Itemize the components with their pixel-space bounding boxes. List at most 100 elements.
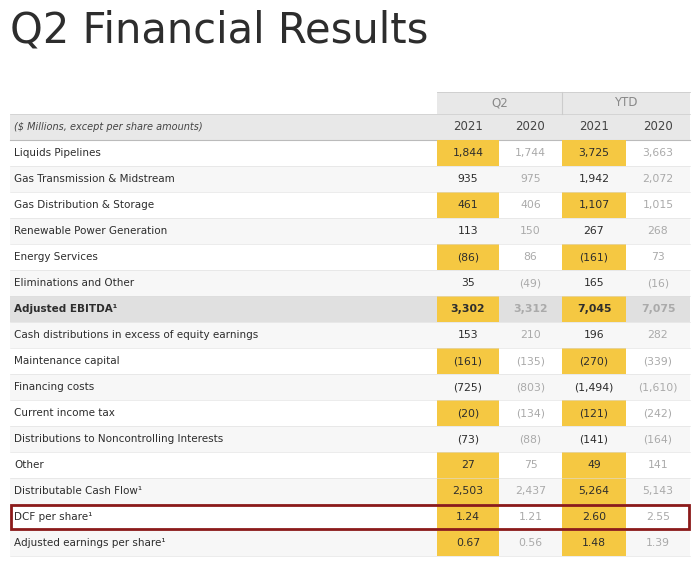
Text: (135): (135) bbox=[516, 356, 545, 366]
Bar bbox=[562, 244, 626, 270]
Bar bbox=[10, 348, 690, 374]
Bar bbox=[10, 218, 690, 244]
Text: (88): (88) bbox=[519, 434, 542, 444]
Text: (16): (16) bbox=[647, 278, 669, 288]
Text: Liquids Pipelines: Liquids Pipelines bbox=[14, 148, 101, 158]
Text: 2021: 2021 bbox=[579, 121, 609, 134]
Bar bbox=[437, 244, 499, 270]
Text: (161): (161) bbox=[580, 252, 608, 262]
Text: 1.48: 1.48 bbox=[582, 538, 606, 548]
Text: 975: 975 bbox=[520, 174, 541, 184]
Bar bbox=[437, 296, 499, 322]
Bar bbox=[562, 400, 626, 426]
Text: Energy Services: Energy Services bbox=[14, 252, 98, 262]
Bar bbox=[10, 530, 690, 556]
Text: 935: 935 bbox=[458, 174, 478, 184]
Text: 210: 210 bbox=[520, 330, 541, 340]
Bar bbox=[437, 92, 690, 114]
Text: DCF per share¹: DCF per share¹ bbox=[14, 512, 92, 522]
Text: Renewable Power Generation: Renewable Power Generation bbox=[14, 226, 167, 236]
Text: 150: 150 bbox=[520, 226, 541, 236]
Text: 2020: 2020 bbox=[643, 121, 673, 134]
Text: (339): (339) bbox=[643, 356, 673, 366]
Bar bbox=[10, 244, 690, 270]
Text: YTD: YTD bbox=[615, 96, 638, 109]
Bar bbox=[437, 348, 499, 374]
Text: 461: 461 bbox=[458, 200, 478, 210]
Text: Maintenance capital: Maintenance capital bbox=[14, 356, 120, 366]
Text: Gas Distribution & Storage: Gas Distribution & Storage bbox=[14, 200, 154, 210]
Text: 73: 73 bbox=[651, 252, 665, 262]
Text: 1.24: 1.24 bbox=[456, 512, 480, 522]
Bar bbox=[437, 452, 499, 478]
Text: Adjusted earnings per share¹: Adjusted earnings per share¹ bbox=[14, 538, 166, 548]
Text: 267: 267 bbox=[584, 226, 604, 236]
Text: (73): (73) bbox=[457, 434, 479, 444]
Text: 0.56: 0.56 bbox=[519, 538, 543, 548]
Text: 2.60: 2.60 bbox=[582, 512, 606, 522]
Bar bbox=[10, 166, 690, 192]
Bar bbox=[437, 192, 499, 218]
Text: Distributions to Noncontrolling Interests: Distributions to Noncontrolling Interest… bbox=[14, 434, 223, 444]
Bar bbox=[10, 270, 690, 296]
Text: 141: 141 bbox=[648, 460, 668, 470]
Text: Financing costs: Financing costs bbox=[14, 382, 94, 392]
Text: 7,045: 7,045 bbox=[577, 304, 611, 314]
Text: (803): (803) bbox=[516, 382, 545, 392]
Text: 35: 35 bbox=[461, 278, 475, 288]
Bar bbox=[437, 530, 499, 556]
Text: (134): (134) bbox=[516, 408, 545, 418]
Bar bbox=[562, 452, 626, 478]
Text: (164): (164) bbox=[643, 434, 673, 444]
Bar bbox=[562, 504, 626, 530]
Text: (161): (161) bbox=[454, 356, 482, 366]
Text: 0.67: 0.67 bbox=[456, 538, 480, 548]
Text: 282: 282 bbox=[648, 330, 668, 340]
Text: (20): (20) bbox=[457, 408, 479, 418]
Bar bbox=[10, 374, 690, 400]
Text: 2,503: 2,503 bbox=[452, 486, 484, 496]
Bar bbox=[10, 114, 690, 140]
Bar bbox=[10, 322, 690, 348]
Text: Eliminations and Other: Eliminations and Other bbox=[14, 278, 134, 288]
Bar bbox=[437, 478, 499, 504]
Text: (121): (121) bbox=[580, 408, 608, 418]
Text: 2,437: 2,437 bbox=[515, 486, 546, 496]
Text: 1,942: 1,942 bbox=[578, 174, 610, 184]
Text: Q2: Q2 bbox=[491, 96, 508, 109]
Bar bbox=[437, 504, 499, 530]
Text: Q2 Financial Results: Q2 Financial Results bbox=[10, 10, 428, 52]
Text: Cash distributions in excess of equity earnings: Cash distributions in excess of equity e… bbox=[14, 330, 258, 340]
Text: ($ Millions, except per share amounts): ($ Millions, except per share amounts) bbox=[14, 122, 202, 132]
Text: (1,494): (1,494) bbox=[574, 382, 614, 392]
Text: (86): (86) bbox=[457, 252, 479, 262]
Text: 1,744: 1,744 bbox=[515, 148, 546, 158]
Bar bbox=[562, 530, 626, 556]
Text: Gas Transmission & Midstream: Gas Transmission & Midstream bbox=[14, 174, 175, 184]
Text: 3,302: 3,302 bbox=[451, 304, 485, 314]
Text: 49: 49 bbox=[587, 460, 601, 470]
Text: (141): (141) bbox=[580, 434, 608, 444]
Text: 165: 165 bbox=[584, 278, 604, 288]
Text: (1,610): (1,610) bbox=[638, 382, 678, 392]
Bar bbox=[10, 296, 690, 322]
Text: 3,663: 3,663 bbox=[643, 148, 673, 158]
Text: 1,107: 1,107 bbox=[578, 200, 610, 210]
Text: (242): (242) bbox=[643, 408, 673, 418]
Text: (270): (270) bbox=[580, 356, 608, 366]
Text: Adjusted EBITDA¹: Adjusted EBITDA¹ bbox=[14, 304, 118, 314]
Text: 2021: 2021 bbox=[453, 121, 483, 134]
Bar bbox=[10, 478, 690, 504]
Text: Distributable Cash Flow¹: Distributable Cash Flow¹ bbox=[14, 486, 142, 496]
Bar bbox=[10, 192, 690, 218]
Bar bbox=[562, 296, 626, 322]
Text: 27: 27 bbox=[461, 460, 475, 470]
Text: 86: 86 bbox=[524, 252, 538, 262]
Bar bbox=[562, 348, 626, 374]
Bar bbox=[10, 140, 690, 166]
Text: 5,264: 5,264 bbox=[578, 486, 610, 496]
Text: 2020: 2020 bbox=[516, 121, 545, 134]
Text: Current income tax: Current income tax bbox=[14, 408, 115, 418]
Bar bbox=[10, 426, 690, 452]
Text: 2,072: 2,072 bbox=[643, 174, 673, 184]
